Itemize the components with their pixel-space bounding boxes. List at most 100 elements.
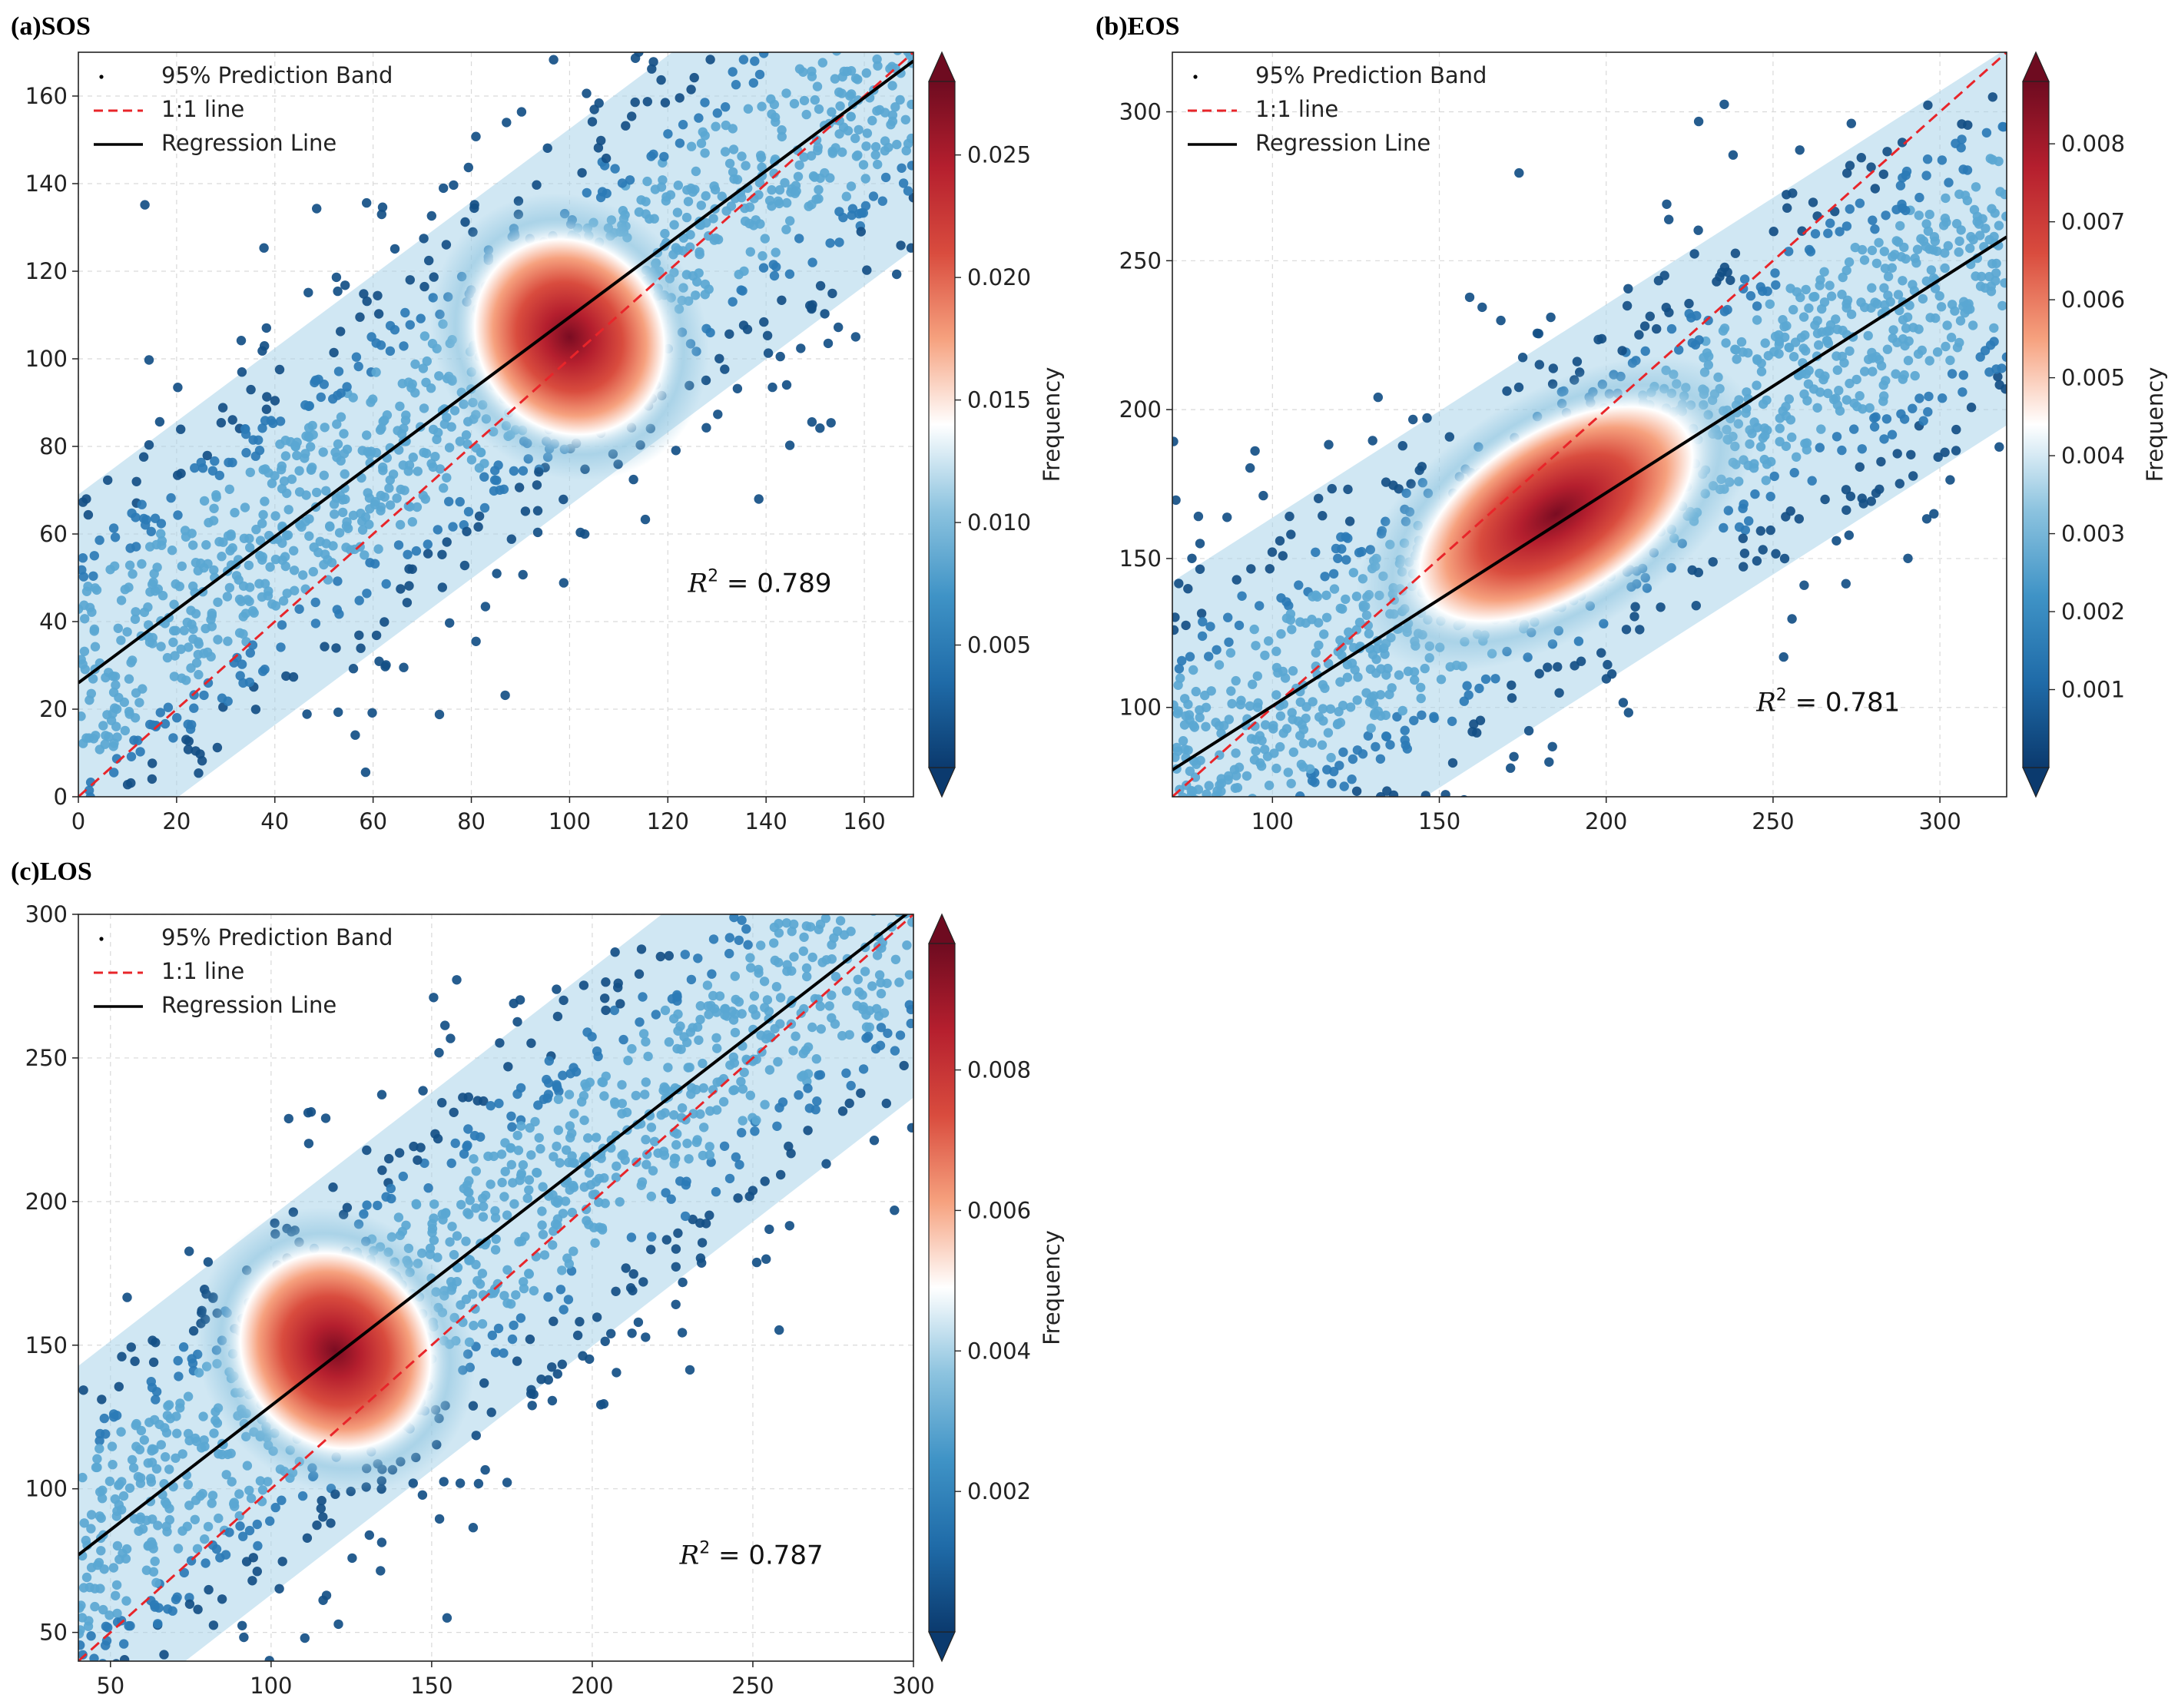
scatter-point <box>728 297 738 307</box>
scatter-point <box>465 1255 476 1265</box>
scatter-point <box>1506 763 1516 773</box>
scatter-point <box>822 0 831 5</box>
scatter-point <box>392 493 402 503</box>
scatter-point <box>559 995 569 1006</box>
scatter-point <box>199 690 209 701</box>
scatter-point <box>726 201 737 211</box>
scatter-point <box>1296 893 1305 902</box>
scatter-point <box>107 1441 118 1451</box>
scatter-point <box>798 3 807 12</box>
scatter-point <box>705 1106 715 1116</box>
scatter-point <box>671 446 681 456</box>
scatter-point <box>141 515 151 525</box>
scatter-point <box>493 1323 504 1334</box>
scatter-point <box>1895 181 1906 191</box>
scatter-point <box>151 1338 161 1348</box>
legend-marker-band <box>99 75 104 79</box>
scatter-point <box>839 66 849 77</box>
scatter-point <box>318 447 328 457</box>
scatter-point <box>460 217 470 227</box>
scatter-point <box>745 953 755 963</box>
scatter-point <box>895 824 904 833</box>
scatter-point <box>730 971 740 981</box>
scatter-point <box>1271 662 1282 673</box>
scatter-point <box>1703 315 1713 326</box>
scatter-point <box>111 680 121 690</box>
scatter-point <box>1357 546 1367 557</box>
scatter-point <box>1553 662 1563 672</box>
scatter-point <box>307 420 317 431</box>
scatter-point <box>434 1514 445 1524</box>
scatter-point <box>423 1183 433 1193</box>
scatter-point <box>1248 874 1257 883</box>
scatter-point <box>1987 92 1997 102</box>
scatter-point <box>1208 1043 1217 1052</box>
scatter-point <box>1841 505 1851 516</box>
x-tick-label: 150 <box>410 1673 452 1699</box>
scatter-point <box>168 733 178 743</box>
scatter-point <box>1815 387 1825 397</box>
scatter-point <box>254 579 264 589</box>
scatter-point <box>144 1418 154 1428</box>
scatter-point <box>1385 740 1395 750</box>
scatter-point <box>1174 664 1185 674</box>
scatter-point <box>1172 612 1180 622</box>
scatter-point <box>583 1133 593 1143</box>
scatter-point <box>896 240 906 250</box>
scatter-point <box>463 162 473 173</box>
scatter-point <box>101 1429 111 1439</box>
scatter-point <box>1763 350 1773 361</box>
scatter-point <box>566 1266 577 1276</box>
scatter-point <box>471 131 481 141</box>
scatter-point <box>1810 320 1820 330</box>
scatter-point <box>376 1089 387 1099</box>
scatter-point <box>615 1197 625 1207</box>
scatter-point <box>312 204 322 214</box>
scatter-point <box>88 674 98 684</box>
scatter-point <box>1223 891 1232 900</box>
scatter-point <box>1908 403 1918 413</box>
scatter-point <box>247 605 258 616</box>
scatter-point <box>797 877 807 887</box>
scatter-point <box>87 607 97 617</box>
scatter-point <box>466 455 477 465</box>
scatter-point <box>677 1328 688 1338</box>
scatter-point <box>334 609 344 619</box>
scatter-point <box>300 449 310 459</box>
scatter-point <box>902 940 912 950</box>
scatter-point <box>1204 781 1214 791</box>
scatter-point <box>840 902 849 911</box>
scatter-point <box>807 303 817 314</box>
scatter-point <box>394 1148 405 1158</box>
scatter-point <box>502 1210 512 1220</box>
scatter-point <box>154 416 165 427</box>
scatter-point <box>883 890 893 899</box>
scatter-point <box>717 191 727 201</box>
scatter-point <box>814 801 823 810</box>
scatter-point <box>730 1027 741 1038</box>
scatter-point <box>844 1098 854 1109</box>
axes-frame <box>78 51 914 798</box>
scatter-point <box>1246 734 1257 744</box>
scatter-point <box>98 1485 108 1495</box>
scatter-point <box>1286 529 1296 539</box>
scatter-point <box>698 1150 708 1161</box>
scatter-point <box>811 1054 822 1064</box>
scatter-point <box>198 1411 208 1421</box>
scatter-point <box>827 107 837 117</box>
scatter-point <box>1878 169 1888 179</box>
scatter-point <box>640 514 651 525</box>
scatter-point <box>435 464 446 474</box>
scatter-point <box>823 338 834 349</box>
scatter-point <box>887 116 898 127</box>
scatter-point <box>1957 387 1967 397</box>
scatter-point <box>682 1139 692 1149</box>
scatter-point <box>618 1034 628 1045</box>
scatter-point <box>776 1169 786 1180</box>
scatter-point <box>1416 682 1426 692</box>
scatter-point <box>1891 204 1901 214</box>
scatter-point <box>197 756 207 766</box>
scatter-point <box>812 81 823 91</box>
scatter-point <box>695 1001 705 1011</box>
scatter-point <box>892 269 902 280</box>
